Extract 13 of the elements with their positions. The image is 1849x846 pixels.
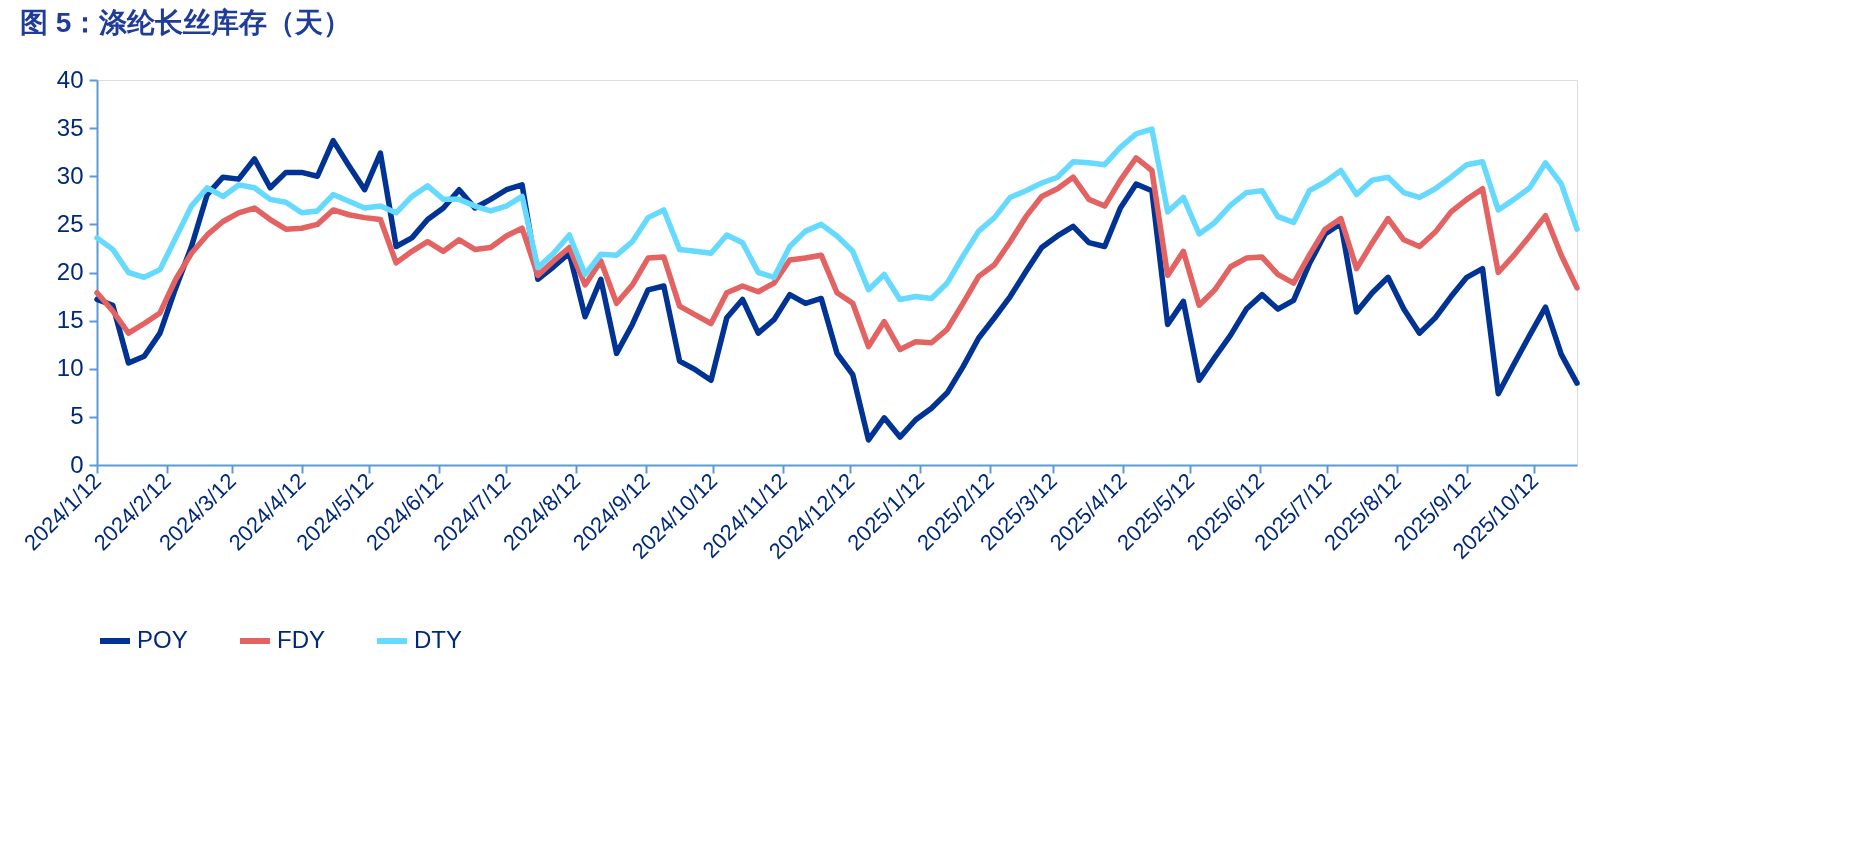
legend-label: FDY (277, 626, 325, 653)
y-tick-label: 15 (56, 306, 84, 334)
chart-title: 图 5：涤纶长丝库存（天） (20, 7, 352, 38)
y-tick-label: 5 (70, 402, 84, 430)
y-tick-label: 35 (56, 113, 84, 141)
y-tick-label: 30 (56, 161, 84, 189)
y-tick-label: 0 (70, 450, 84, 478)
legend-label: DTY (414, 626, 462, 653)
y-tick-label: 40 (56, 65, 84, 93)
y-tick-label: 20 (56, 258, 84, 285)
y-tick-label: 10 (56, 354, 84, 382)
legend-label: POY (137, 626, 188, 653)
y-tick-label: 25 (56, 209, 84, 237)
